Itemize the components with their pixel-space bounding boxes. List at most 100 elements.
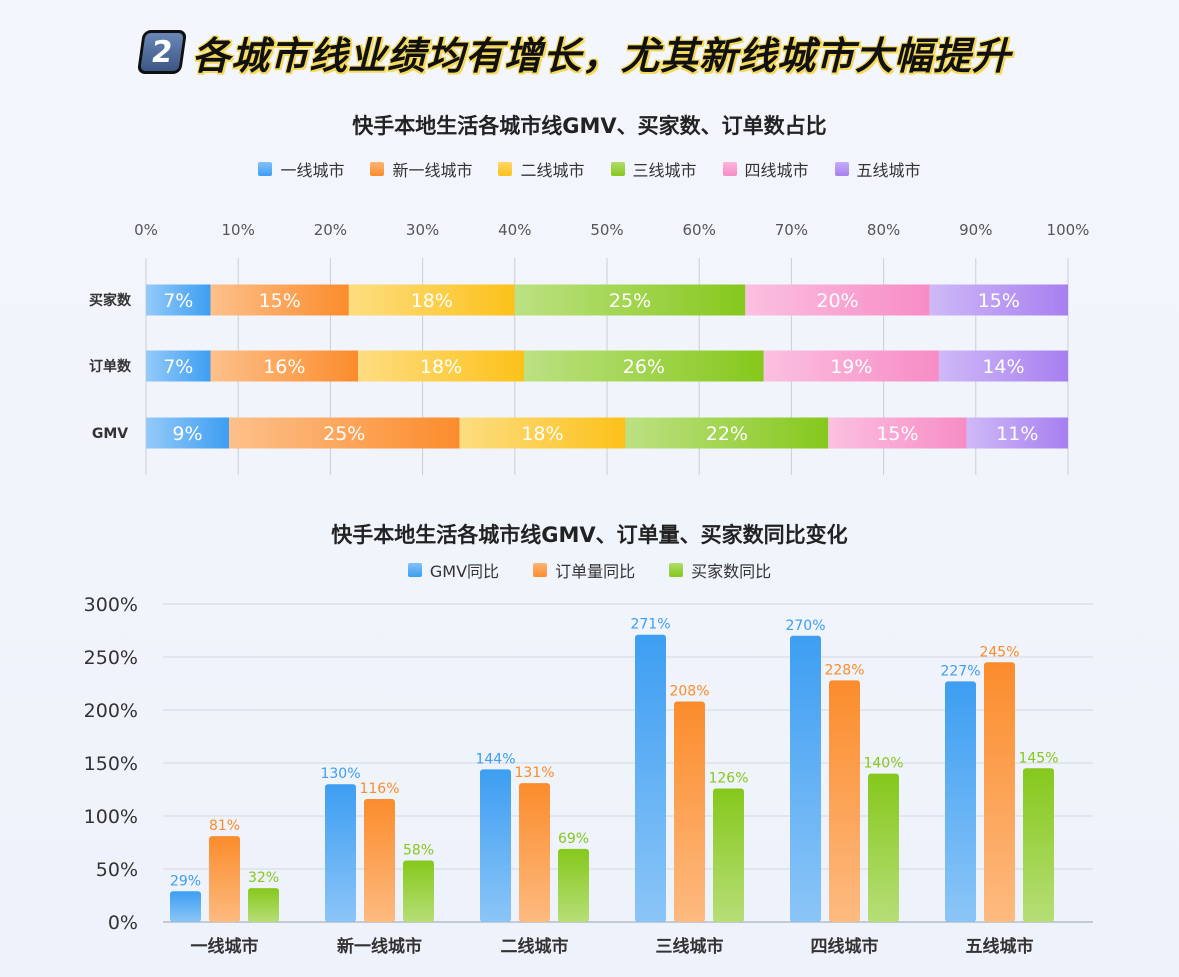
chart1-legend-item-5: 五线城市 xyxy=(834,157,921,181)
chart1-legend-swatch-4 xyxy=(722,162,737,176)
chart2-bar xyxy=(364,799,395,922)
chart1-data-label: 25% xyxy=(323,423,365,445)
chart1-data-label: 15% xyxy=(876,423,918,445)
chart1-legend-item-4: 四线城市 xyxy=(722,157,809,181)
chart2-yoy-grouped-bar: 0% 50% 100% 150% 200% 250% 300% 一线城市 29% 81% 32% 新一… xyxy=(84,594,1093,957)
chart1-bar-segment xyxy=(459,417,626,449)
chart1-data-label: 26% xyxy=(623,356,665,378)
chart2-legend-item-1: 订单量同比 xyxy=(533,558,635,582)
headline-text: 各城市线业绩均有增长，尤其新线城市大幅提升 xyxy=(192,33,1012,78)
chart1-legend-label-0: 一线城市 xyxy=(280,161,345,180)
chart1-data-label: 18% xyxy=(521,423,563,445)
chart2-y-tick-label: 50% xyxy=(96,859,138,881)
chart2-category-label: 一线城市 xyxy=(191,936,259,957)
chart2-category-label: 二线城市 xyxy=(501,936,569,957)
chart2-bar xyxy=(403,860,434,922)
chart2-data-label: 144% xyxy=(475,751,515,767)
chart2-data-label: 228% xyxy=(824,662,864,678)
chart2-data-label: 271% xyxy=(630,617,670,633)
chart2-legend-label-2: 买家数同比 xyxy=(691,562,772,581)
chart2-legend-swatch-2 xyxy=(669,563,684,577)
chart1-bar-segment xyxy=(228,417,460,449)
chart2-legend-swatch-1 xyxy=(533,563,548,577)
chart2-y-tick-label: 250% xyxy=(84,647,138,669)
chart2-bar xyxy=(248,888,279,922)
chart1-bar-segment xyxy=(929,284,1068,316)
chart2-y-tick-label: 300% xyxy=(84,594,138,616)
chart2-data-label: 58% xyxy=(403,843,434,859)
chart2-bar xyxy=(945,681,976,922)
chart1-bar-segment xyxy=(210,284,349,316)
chart1-category-label: 订单数 xyxy=(89,358,132,375)
chart2-bar xyxy=(480,769,511,922)
chart2-bar xyxy=(984,662,1015,922)
chart2-bar xyxy=(325,784,356,922)
chart2-data-label: 208% xyxy=(669,684,709,700)
chart1-share-stacked-bar: 0% 10% 20% 30% 40% 50% 60% 70% 80% 90% 100% 买家数 7% 15… xyxy=(89,221,1090,475)
chart1-data-label: 9% xyxy=(172,423,202,445)
chart2-bar xyxy=(829,680,860,922)
chart2-data-label: 131% xyxy=(514,765,554,781)
chart1-legend-swatch-2 xyxy=(498,162,513,176)
chart1-x-tick-label: 50% xyxy=(590,221,623,239)
chart2-legend-label-0: GMV同比 xyxy=(429,562,500,581)
chart2-y-tick-label: 200% xyxy=(84,700,138,722)
chart2-category-label: 三线城市 xyxy=(656,936,724,957)
chart2-data-label: 245% xyxy=(979,644,1019,660)
chart1-bar-segment xyxy=(828,417,967,449)
chart1-legend-label-5: 五线城市 xyxy=(856,161,921,180)
chart2-legend-label-1: 订单量同比 xyxy=(555,562,636,581)
chart1-data-label: 15% xyxy=(259,290,301,312)
chart1-legend-item-2: 二线城市 xyxy=(498,157,585,181)
chart1-bar-segment xyxy=(358,350,525,382)
chart2-bar xyxy=(558,848,589,922)
chart2-y-tick-label: 150% xyxy=(84,753,138,775)
chart1-data-label: 7% xyxy=(163,290,193,312)
chart2-y-tick-label: 0% xyxy=(108,912,138,934)
chart1-title: 快手本地生活各城市线GMV、买家数、订单数占比 xyxy=(352,114,827,138)
chart2-bar xyxy=(713,788,744,922)
headline: 2 各城市线业绩均有增长，尤其新线城市大幅提升 xyxy=(136,24,1012,80)
chart1-data-label: 20% xyxy=(816,290,858,312)
chart2-bar xyxy=(674,701,705,922)
chart2-category-label: 新一线城市 xyxy=(337,936,422,957)
chart1-legend-swatch-3 xyxy=(610,162,625,176)
chart1-x-tick-label: 10% xyxy=(222,221,255,239)
chart2-bar xyxy=(635,634,666,922)
chart1-legend: 一线城市 新一线城市 二线城市 三线城市 四线城市 五线城市 xyxy=(0,157,1179,181)
chart1-bar-segment xyxy=(938,350,1068,382)
chart1-x-tick-label: 40% xyxy=(498,221,531,239)
chart1-data-label: 18% xyxy=(411,290,453,312)
chart1-legend-label-2: 二线城市 xyxy=(520,161,585,180)
chart2-data-label: 227% xyxy=(940,663,980,679)
chart1-data-label: 19% xyxy=(830,356,872,378)
chart2-bar xyxy=(209,836,240,922)
chart1-bar-segment xyxy=(745,284,930,316)
chart1-legend-label-4: 四线城市 xyxy=(744,161,809,180)
chart2-data-label: 130% xyxy=(320,766,360,782)
chart1-legend-swatch-0 xyxy=(258,162,273,176)
chart1-legend-swatch-5 xyxy=(834,162,849,176)
chart2-category-label: 四线城市 xyxy=(811,936,879,957)
chart1-x-tick-label: 100% xyxy=(1047,221,1090,239)
chart2-legend-swatch-0 xyxy=(407,563,422,577)
chart1-data-label: 7% xyxy=(163,356,193,378)
chart2-category-label: 五线城市 xyxy=(966,936,1034,957)
chart2-data-label: 69% xyxy=(558,831,589,847)
chart1-data-label: 25% xyxy=(609,290,651,312)
chart1-x-tick-label: 60% xyxy=(683,221,716,239)
chart2-legend-item-0: GMV同比 xyxy=(407,558,500,582)
chart1-category-label: GMV xyxy=(92,426,128,442)
chart2-bar xyxy=(170,891,201,922)
chart2-title: 快手本地生活各城市线GMV、订单量、买家数同比变化 xyxy=(331,523,848,547)
chart1-bar-segment xyxy=(348,284,515,316)
chart1-bar-segment xyxy=(625,417,829,449)
chart2-data-label: 126% xyxy=(708,770,748,786)
chart2-data-label: 32% xyxy=(248,870,279,886)
chart1-bar-segment xyxy=(966,417,1068,449)
chart2-data-label: 81% xyxy=(209,818,240,834)
chart1-bar-segment xyxy=(763,350,939,382)
chart1-legend-item-0: 一线城市 xyxy=(258,157,344,181)
chart1-x-tick-label: 80% xyxy=(867,221,900,239)
